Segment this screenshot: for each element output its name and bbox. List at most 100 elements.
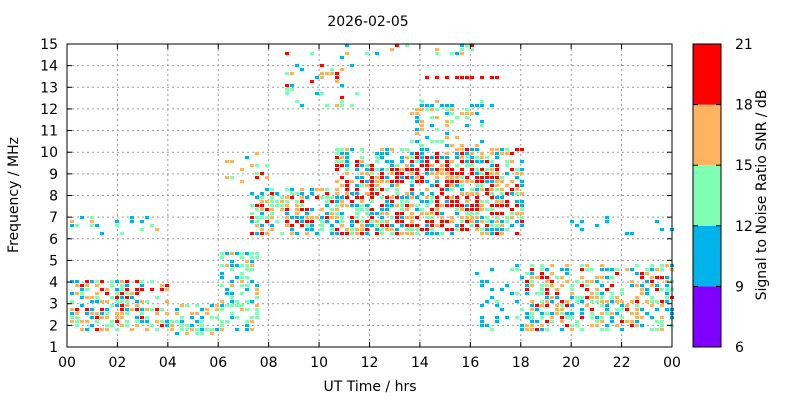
data-point: [340, 176, 344, 179]
data-point: [430, 116, 434, 119]
data-point: [470, 188, 474, 191]
data-point: [395, 192, 399, 195]
data-point: [450, 180, 454, 183]
data-point: [120, 304, 124, 307]
data-point: [520, 204, 524, 207]
data-point: [410, 212, 414, 215]
data-point: [470, 172, 474, 175]
data-point: [125, 288, 129, 291]
data-point: [70, 300, 74, 303]
data-point: [470, 152, 474, 155]
data-point: [395, 184, 399, 187]
data-point: [410, 188, 414, 191]
data-point: [540, 264, 544, 267]
data-point: [645, 272, 649, 275]
data-point: [550, 284, 554, 287]
data-point: [200, 308, 204, 311]
data-point: [525, 292, 529, 295]
data-point: [135, 280, 139, 283]
data-point: [480, 120, 484, 123]
data-point: [180, 320, 184, 323]
data-point: [580, 276, 584, 279]
data-point: [250, 280, 254, 283]
data-point: [450, 120, 454, 123]
data-point: [320, 228, 324, 231]
data-point: [490, 212, 494, 215]
data-point: [435, 172, 439, 175]
data-point: [320, 196, 324, 199]
data-point: [575, 300, 579, 303]
data-point: [155, 320, 159, 323]
data-point: [465, 180, 469, 183]
data-point: [495, 164, 499, 167]
data-point: [455, 136, 459, 139]
data-point: [495, 156, 499, 159]
data-point: [490, 208, 494, 211]
data-point: [595, 292, 599, 295]
data-point: [385, 148, 389, 151]
data-point: [635, 300, 639, 303]
x-tick-label: 14: [411, 355, 429, 371]
data-point: [70, 316, 74, 319]
data-point: [400, 212, 404, 215]
data-point: [375, 152, 379, 155]
data-point: [545, 312, 549, 315]
data-point: [385, 212, 389, 215]
data-point: [435, 204, 439, 207]
data-point: [570, 324, 574, 327]
data-point: [630, 232, 634, 235]
data-point: [535, 276, 539, 279]
data-point: [230, 316, 234, 319]
y-tick-label: 11: [40, 124, 58, 140]
data-point: [635, 284, 639, 287]
data-point: [615, 296, 619, 299]
data-point: [490, 180, 494, 183]
data-point: [160, 284, 164, 287]
data-point: [600, 284, 604, 287]
data-point: [460, 228, 464, 231]
data-point: [155, 228, 159, 231]
data-point: [305, 208, 309, 211]
data-point: [340, 196, 344, 199]
data-point: [155, 308, 159, 311]
data-point: [555, 276, 559, 279]
colorbar-tick-label: 18: [735, 98, 753, 114]
data-point: [285, 200, 289, 203]
data-point: [570, 220, 574, 223]
data-point: [220, 264, 224, 267]
y-tick-label: 14: [40, 59, 58, 75]
data-point: [390, 160, 394, 163]
data-point: [405, 204, 409, 207]
data-point: [615, 300, 619, 303]
data-point: [170, 328, 174, 331]
data-point: [340, 204, 344, 207]
colorbar-band: [693, 44, 721, 105]
data-point: [355, 212, 359, 215]
data-point: [130, 216, 134, 219]
data-point: [530, 280, 534, 283]
data-point: [220, 308, 224, 311]
data-point: [310, 216, 314, 219]
data-point: [240, 252, 244, 255]
data-point: [85, 284, 89, 287]
data-point: [375, 212, 379, 215]
data-point: [615, 324, 619, 327]
data-point: [100, 316, 104, 319]
data-point: [570, 296, 574, 299]
data-point: [400, 176, 404, 179]
data-point: [255, 252, 259, 255]
y-tick-label: 10: [40, 145, 58, 161]
data-point: [400, 160, 404, 163]
data-point: [90, 312, 94, 315]
data-point: [310, 208, 314, 211]
data-point: [310, 224, 314, 227]
data-point: [230, 260, 234, 263]
data-point: [390, 196, 394, 199]
data-point: [120, 284, 124, 287]
data-point: [445, 120, 449, 123]
data-point: [355, 188, 359, 191]
data-point: [580, 228, 584, 231]
data-point: [130, 328, 134, 331]
data-point: [565, 280, 569, 283]
data-point: [105, 312, 109, 315]
